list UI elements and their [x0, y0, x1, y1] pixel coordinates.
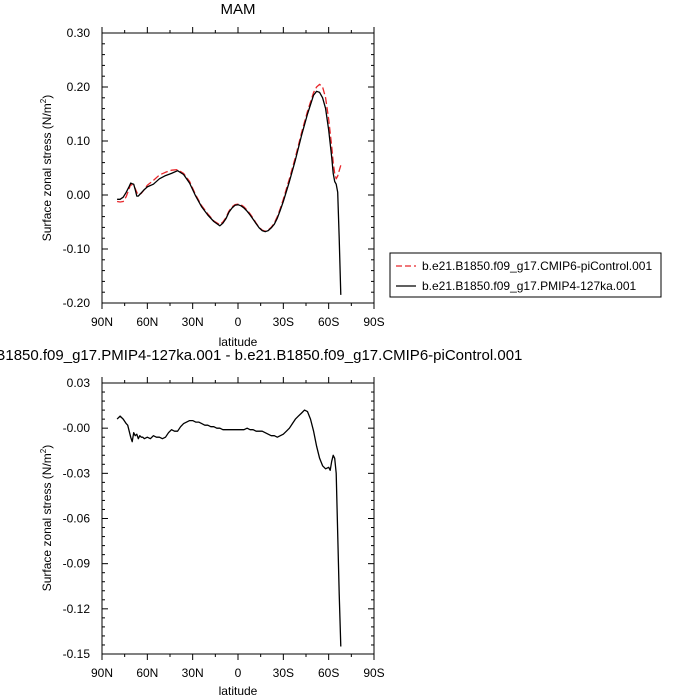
- chart-top-y-tick-label: 0.20: [67, 80, 91, 94]
- chart-top-y-axis-label: Surface zonal stress (N/m2): [39, 95, 54, 242]
- chart-bottom-y-tick-label: -0.03: [63, 466, 91, 480]
- chart-bottom-title: b.e21.B1850.f09_g17.PMIP4-127ka.001 - b.…: [0, 347, 522, 364]
- chart-top-ticks: [101, 27, 375, 309]
- chart-bottom-y-tick-labels: -0.15 -0.12 -0.09 -0.06 -0.03 -0.00 0.03: [63, 376, 91, 661]
- chart-top-x-tick-labels: 90N 60N 30N 0 30S 60S 90S: [91, 315, 385, 329]
- chart-top-y-tick-label: 0.30: [67, 26, 91, 40]
- chart-top-y-axis-label-main: Surface zonal stress (N/m: [40, 103, 54, 241]
- chart-top-series-line-1: [117, 90, 342, 295]
- chart-top-x-tick-label: 90N: [91, 315, 113, 329]
- legend-label-picontrol: b.e21.B1850.f09_g17.CMIP6-piControl.001: [422, 259, 652, 273]
- chart-bottom-x-tick-labels: 90N 60N 30N 0 30S 60S 90S: [91, 666, 385, 680]
- legend-box: [389, 252, 662, 298]
- chart-bottom-x-tick-label: 90S: [363, 666, 384, 680]
- chart-top-y-tick-label: -0.20: [63, 296, 91, 310]
- chart-bottom-y-axis-label-sup: 2: [39, 448, 48, 453]
- chart-bottom-y-axis-label-main: Surface zonal stress (N/m: [40, 453, 54, 591]
- chart-bottom-y-axis-label-close: ): [40, 445, 54, 449]
- chart-top-series: [116, 83, 342, 295]
- chart-bottom-ticks: [101, 377, 375, 660]
- chart-top-x-tick-label: 60N: [136, 315, 158, 329]
- chart-bottom-plot-frame: [101, 382, 375, 655]
- chart-top-legend: b.e21.B1850.f09_g17.CMIP6-piControl.001 …: [389, 252, 662, 298]
- legend-label-127ka: b.e21.B1850.f09_g17.PMIP4-127ka.001: [422, 279, 636, 293]
- chart-top-y-axis-label-sup: 2: [39, 98, 48, 103]
- chart-top-y-axis-label-close: ): [40, 95, 54, 99]
- chart-bottom-y-tick-label: 0.03: [67, 376, 91, 390]
- chart-bottom-y-tick-label: -0.09: [63, 557, 91, 571]
- chart-bottom-x-tick-label: 60S: [318, 666, 339, 680]
- chart-bottom-series-line-0: [116, 409, 342, 647]
- chart-bottom-x-tick-label: 30S: [273, 666, 294, 680]
- chart-top-x-tick-label: 0: [235, 315, 242, 329]
- chart-top-x-axis-label: latitude: [219, 335, 258, 349]
- chart-top-series-line-0: [116, 83, 342, 232]
- chart-top-x-tick-label: 60S: [318, 315, 339, 329]
- chart-bottom-x-tick-label: 30N: [182, 666, 204, 680]
- chart-top-y-tick-labels: -0.20 -0.10 0.00 0.10 0.20 0.30: [63, 26, 91, 310]
- chart-top-title: MAM: [221, 1, 256, 18]
- chart-top-y-tick-label: 0.00: [67, 188, 91, 202]
- chart-top-x-tick-label: 90S: [363, 315, 384, 329]
- chart-bottom-y-axis-label: Surface zonal stress (N/m2): [39, 445, 54, 592]
- chart-bottom-x-tick-label: 0: [235, 666, 242, 680]
- chart-bottom-y-tick-label: -0.15: [63, 647, 91, 661]
- chart-bottom-x-tick-label: 60N: [136, 666, 158, 680]
- chart-bottom-y-tick-label: -0.00: [63, 421, 91, 435]
- chart-top-x-tick-label: 30S: [273, 315, 294, 329]
- chart-bottom-x-axis-label: latitude: [219, 684, 258, 698]
- chart-top: MAM -0.20 -0.10 0.00 0.10 0.20 0.30 90N 60N 30N…: [39, 1, 385, 349]
- chart-bottom: b.e21.B1850.f09_g17.PMIP4-127ka.001 - b.…: [0, 347, 522, 698]
- chart-bottom-x-tick-label: 90N: [91, 666, 113, 680]
- chart-top-y-tick-label: 0.10: [67, 134, 91, 148]
- chart-bottom-series: [116, 409, 342, 647]
- chart-top-y-tick-label: -0.10: [63, 242, 91, 256]
- chart-top-x-tick-label: 30N: [182, 315, 204, 329]
- chart-bottom-y-tick-label: -0.06: [63, 512, 91, 526]
- chart-bottom-y-tick-label: -0.12: [63, 602, 91, 616]
